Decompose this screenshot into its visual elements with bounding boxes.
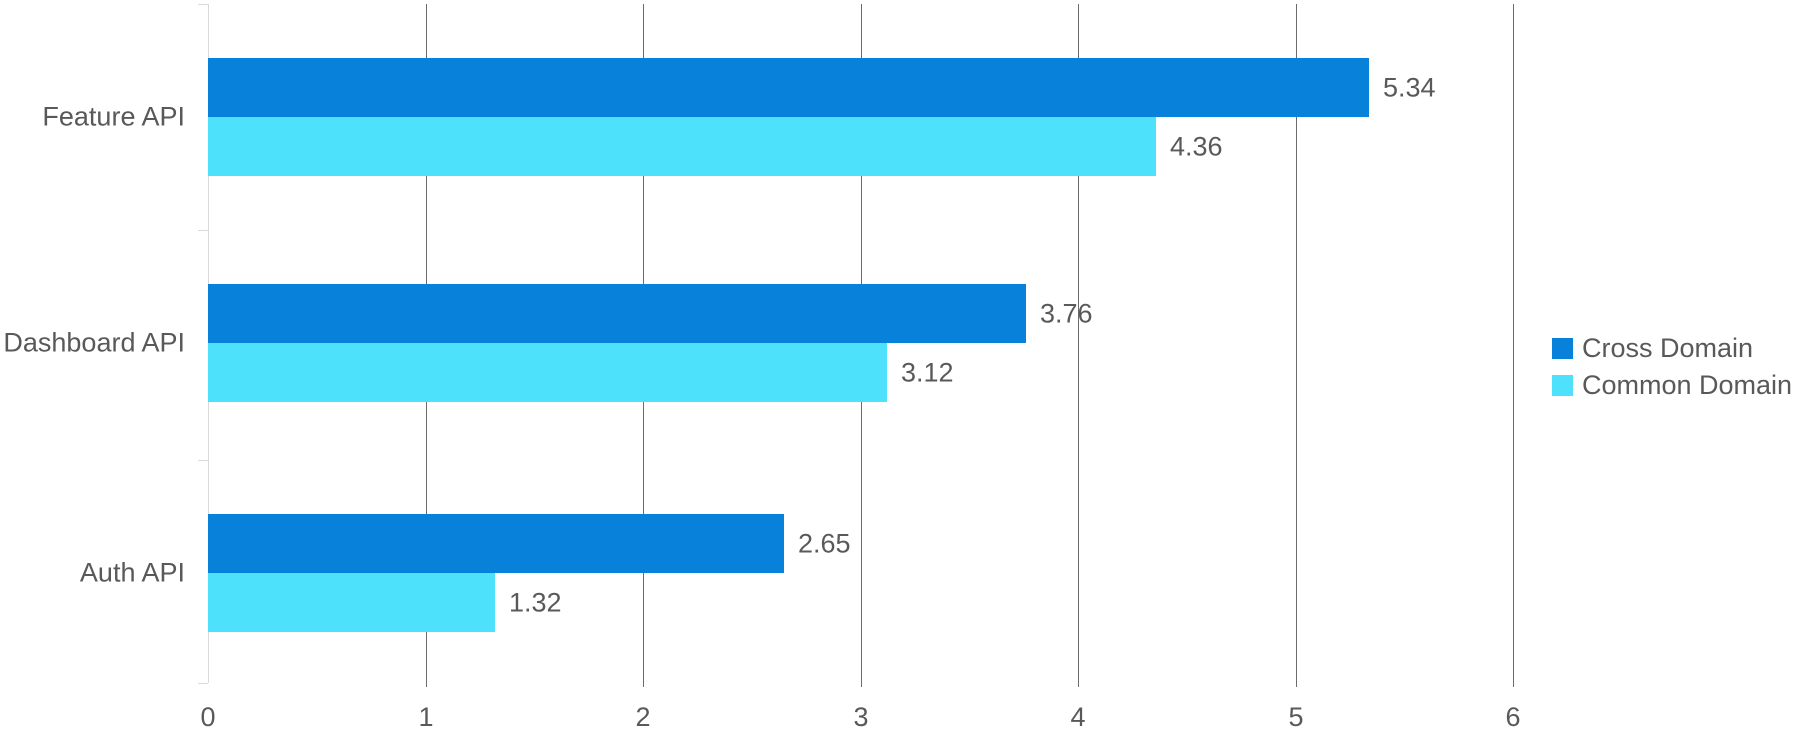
value-label: 1.32 bbox=[509, 587, 562, 617]
category-label-dashboard-api: Dashboard API bbox=[3, 327, 185, 358]
legend-label: Cross Domain bbox=[1582, 333, 1754, 363]
bar-common-domain-dashboard-api[interactable] bbox=[208, 343, 887, 402]
gridline bbox=[1513, 4, 1514, 687]
x-tick-label-1: 1 bbox=[418, 702, 434, 732]
category-axis-tick bbox=[198, 230, 208, 231]
legend-item-cross-domain[interactable]: Cross Domain bbox=[1552, 333, 1754, 363]
x-tick-label-3: 3 bbox=[853, 702, 869, 732]
category-label-auth-api: Auth API bbox=[79, 557, 185, 588]
bar-cross-domain-feature-api[interactable] bbox=[208, 58, 1369, 117]
bar-cross-domain-auth-api[interactable] bbox=[208, 514, 784, 573]
value-label: 5.34 bbox=[1383, 72, 1436, 102]
x-tick-label-2: 2 bbox=[635, 702, 651, 732]
category-axis-tick bbox=[198, 683, 208, 684]
bar-common-domain-feature-api[interactable] bbox=[208, 117, 1156, 176]
value-label: 4.36 bbox=[1170, 131, 1223, 161]
legend-label: Common Domain bbox=[1582, 370, 1793, 400]
legend-swatch-common-domain bbox=[1552, 375, 1573, 396]
value-label: 3.12 bbox=[901, 357, 954, 387]
x-tick-label-5: 5 bbox=[1288, 702, 1304, 732]
x-tick-label-0: 0 bbox=[200, 702, 216, 732]
x-tick-label-6: 6 bbox=[1505, 702, 1521, 732]
legend-swatch-cross-domain bbox=[1552, 338, 1573, 359]
legend-item-common-domain[interactable]: Common Domain bbox=[1552, 370, 1793, 400]
category-label-feature-api: Feature API bbox=[42, 101, 185, 132]
bar-common-domain-auth-api[interactable] bbox=[208, 573, 495, 632]
category-axis-tick bbox=[198, 460, 208, 461]
x-tick-label-4: 4 bbox=[1070, 702, 1086, 732]
category-axis-tick bbox=[198, 4, 208, 5]
bar-cross-domain-dashboard-api[interactable] bbox=[208, 284, 1026, 343]
value-label: 3.76 bbox=[1040, 298, 1093, 328]
value-label: 2.65 bbox=[798, 528, 851, 558]
